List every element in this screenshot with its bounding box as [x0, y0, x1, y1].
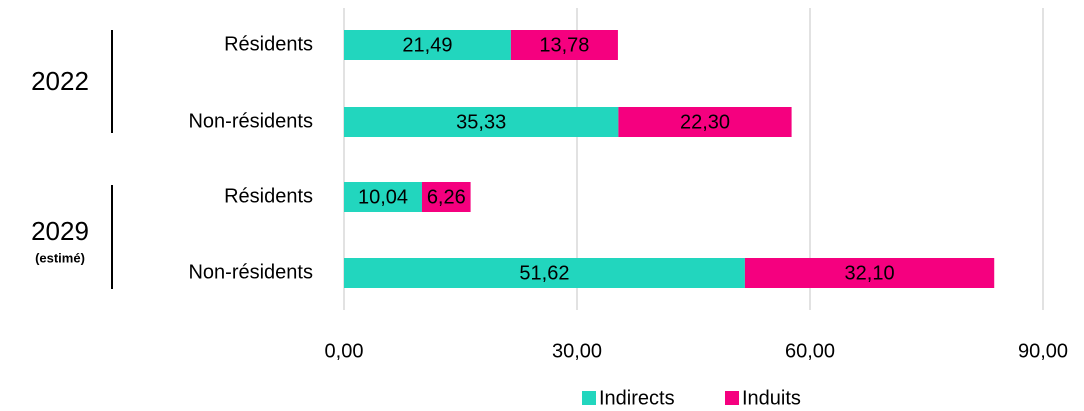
bar-segment [744, 258, 995, 288]
bar-segment [344, 182, 422, 212]
bar-segment [618, 107, 792, 137]
x-tick-label: 60,00 [785, 340, 835, 362]
y-tick-label: Résidents [224, 33, 313, 55]
legend-swatch [582, 391, 596, 405]
group-note: (estimé) [35, 250, 85, 265]
bar-segment [344, 30, 511, 60]
group-label: 2022 [31, 66, 89, 96]
legend-label: Induits [742, 387, 801, 409]
x-tick-label: 0,00 [325, 340, 364, 362]
y-tick-label: Non-résidents [188, 261, 313, 283]
legend-swatch [725, 391, 739, 405]
bar-segment [510, 30, 618, 60]
data-label: 32,10 [845, 262, 895, 284]
bar-segment [344, 107, 619, 137]
x-tick-label: 90,00 [1018, 340, 1068, 362]
data-label: 10,04 [358, 186, 408, 208]
data-label: 13,78 [539, 34, 589, 56]
legend-label: Indirects [599, 387, 675, 409]
data-label: 22,30 [680, 111, 730, 133]
y-tick-label: Non-résidents [188, 110, 313, 132]
data-label: 21,49 [402, 34, 452, 56]
data-label: 35,33 [456, 111, 506, 133]
bar-segment [344, 258, 745, 288]
bar-segment [421, 182, 471, 212]
y-tick-label: Résidents [224, 185, 313, 207]
group-label: 2029 [31, 216, 89, 246]
data-label: 51,62 [519, 262, 569, 284]
data-label: 6,26 [427, 186, 466, 208]
x-tick-label: 30,00 [552, 340, 602, 362]
